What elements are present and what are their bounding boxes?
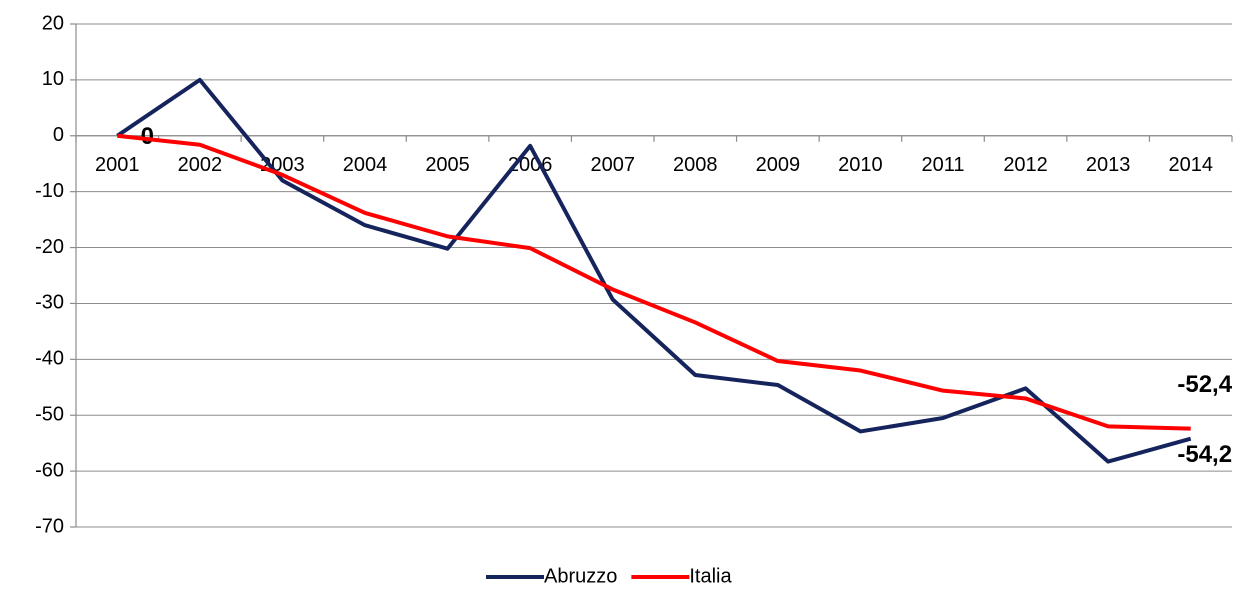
- x-tick-label: 2013: [1086, 154, 1131, 176]
- y-tick-label: -30: [35, 292, 64, 314]
- y-tick-label: 20: [42, 12, 64, 34]
- series-line: [117, 133, 1191, 431]
- x-tick-label: 2014: [1168, 154, 1213, 176]
- y-tick-label: -50: [35, 404, 64, 426]
- x-tick-label: 2010: [838, 154, 883, 176]
- series-line: [116, 77, 1192, 464]
- data-label: 0: [141, 123, 154, 150]
- x-tick-label: 2008: [673, 154, 718, 176]
- y-tick-label: -20: [35, 236, 64, 258]
- x-tick-label: 2011: [921, 154, 964, 176]
- x-tick-label: 2003: [260, 154, 305, 176]
- y-tick-label: -10: [35, 180, 64, 202]
- x-tick-label: 2007: [590, 154, 635, 176]
- x-tick-label: 2004: [343, 154, 388, 176]
- x-tick-label: 2012: [1003, 154, 1048, 176]
- data-label: -54,2: [1177, 441, 1232, 468]
- y-tick-label: -40: [35, 348, 64, 370]
- x-tick-label: 2005: [425, 154, 470, 176]
- data-label: -52,4: [1177, 371, 1232, 398]
- x-tick-label: 2002: [178, 154, 223, 176]
- y-tick-label: 10: [42, 68, 64, 90]
- x-tick-label: 2001: [95, 154, 140, 176]
- legend-label: Abruzzo: [544, 565, 617, 587]
- y-tick-label: 0: [53, 124, 64, 146]
- y-tick-label: -70: [35, 515, 64, 537]
- legend-label: Italia: [689, 565, 732, 587]
- x-tick-label: 2009: [756, 154, 801, 176]
- y-tick-label: -60: [35, 459, 64, 481]
